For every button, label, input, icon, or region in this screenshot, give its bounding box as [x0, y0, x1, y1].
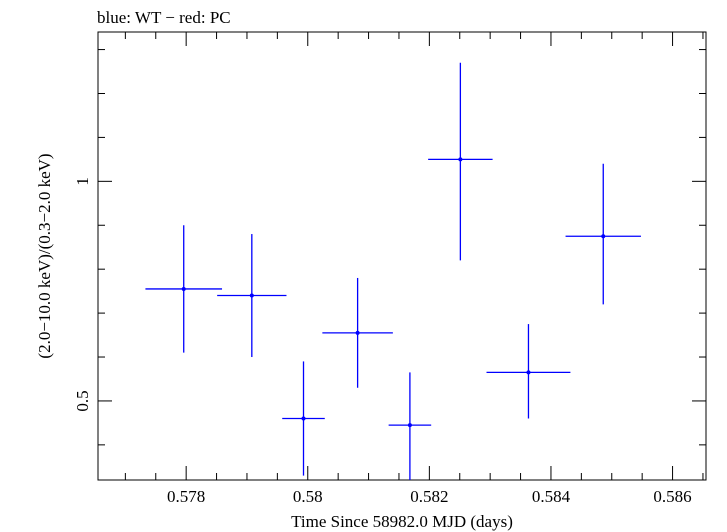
y-tick-label: 0.5: [73, 390, 92, 411]
point-marker: [526, 370, 531, 375]
y-tick-label: 1: [73, 177, 92, 186]
y-axis-label: (2.0−10.0 keV)/(0.3−2.0 keV): [35, 153, 54, 358]
data-points: [145, 62, 641, 480]
point-marker: [407, 423, 412, 428]
x-tick-label: 0.582: [410, 487, 448, 506]
data-point: [145, 225, 223, 353]
data-point: [282, 361, 325, 476]
x-tick-label: 0.578: [167, 487, 205, 506]
data-point: [217, 234, 287, 358]
point-marker: [181, 286, 186, 291]
data-point: [322, 277, 393, 388]
data-point: [388, 372, 432, 480]
x-tick-label: 0.58: [293, 487, 323, 506]
x-axis-label: Time Since 58982.0 MJD (days): [291, 512, 513, 531]
data-point: [486, 324, 571, 419]
x-axis: 0.578 0.58 0.582 0.584 0.586: [124, 32, 704, 506]
x-tick-label: 0.584: [532, 487, 571, 506]
point-marker: [249, 293, 254, 298]
chart-title: blue: WT − red: PC: [97, 8, 231, 27]
point-marker: [601, 234, 606, 239]
plot-frame: [97, 31, 707, 481]
point-marker: [458, 157, 463, 162]
data-point: [428, 62, 493, 261]
data-point: [565, 163, 641, 305]
point-marker: [301, 416, 306, 421]
y-axis: 0.51: [73, 49, 706, 446]
x-tick-label: 0.586: [653, 487, 691, 506]
point-marker: [355, 330, 360, 335]
